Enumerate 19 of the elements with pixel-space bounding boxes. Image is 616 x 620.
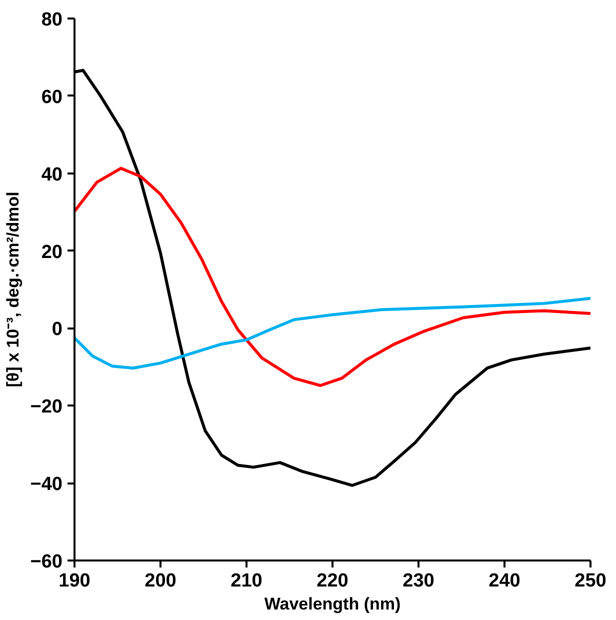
y-tick-label: −60 bbox=[30, 552, 63, 572]
y-tick-label: 80 bbox=[41, 10, 63, 30]
y-tick-label: −20 bbox=[30, 396, 63, 418]
y-axis-title: [θ] x 10⁻³, deg.·cm²/dmol bbox=[3, 192, 22, 388]
y-tick-label: 40 bbox=[41, 164, 63, 186]
y-tick-label: 0 bbox=[52, 319, 63, 340]
x-tick-label: 190 bbox=[58, 570, 90, 592]
x-tick-label: 250 bbox=[574, 570, 606, 592]
y-tick-label: −40 bbox=[30, 474, 63, 496]
x-tick-label: 200 bbox=[144, 570, 176, 592]
x-tick-label: 240 bbox=[488, 570, 520, 592]
x-tick-label: 210 bbox=[230, 570, 262, 592]
x-axis-title: Wavelength (nm) bbox=[264, 594, 401, 614]
x-tick-label: 230 bbox=[402, 570, 434, 592]
y-tick-label: 20 bbox=[41, 242, 63, 263]
x-tick-label: 220 bbox=[316, 570, 348, 592]
line-series bbox=[74, 296, 590, 370]
line-series bbox=[74, 166, 590, 388]
y-tick-label: 60 bbox=[41, 86, 63, 108]
